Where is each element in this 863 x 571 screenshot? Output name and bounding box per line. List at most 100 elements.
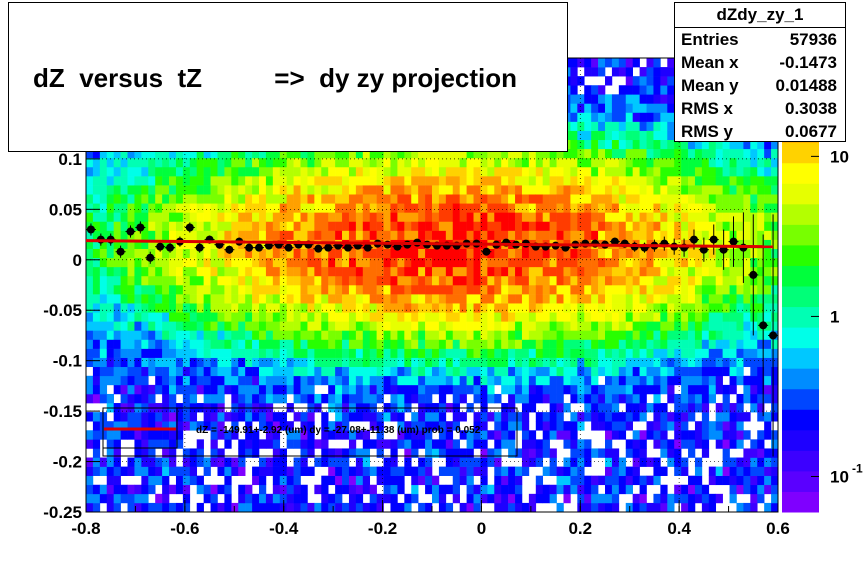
heatmap-cell bbox=[300, 457, 308, 467]
heatmap-cell bbox=[715, 403, 723, 413]
heatmap-cell bbox=[390, 275, 398, 286]
heatmap-cell bbox=[653, 466, 661, 476]
colorbar-step bbox=[782, 327, 819, 349]
heatmap-cell bbox=[729, 366, 737, 377]
heatmap-cell bbox=[293, 248, 301, 259]
heatmap-cell bbox=[404, 375, 412, 386]
heatmap-cell bbox=[563, 275, 571, 286]
heatmap-cell bbox=[549, 384, 557, 395]
heatmap-cell bbox=[162, 239, 170, 249]
heatmap-cell bbox=[667, 139, 675, 150]
heatmap-cell bbox=[605, 484, 613, 495]
heatmap-cell bbox=[86, 457, 94, 467]
heatmap-cell bbox=[120, 221, 128, 231]
heatmap-cell bbox=[328, 239, 336, 249]
heatmap-cell bbox=[217, 466, 225, 476]
heatmap-cell bbox=[521, 403, 530, 413]
heatmap-cell bbox=[501, 466, 509, 476]
heatmap-cell bbox=[605, 303, 613, 313]
heatmap-cell bbox=[605, 357, 613, 368]
heatmap-cell bbox=[134, 457, 142, 467]
heatmap-cell bbox=[563, 257, 571, 268]
heatmap-cell bbox=[369, 502, 377, 513]
heatmap-cell bbox=[521, 439, 530, 449]
heatmap-cell bbox=[141, 421, 149, 431]
heatmap-cell bbox=[397, 303, 405, 313]
heatmap-cell bbox=[245, 212, 253, 222]
heatmap-cell bbox=[355, 321, 364, 331]
heatmap-cell bbox=[639, 275, 647, 286]
heatmap-cell bbox=[217, 194, 225, 204]
heatmap-cell bbox=[189, 393, 198, 404]
heatmap-cell bbox=[508, 321, 516, 331]
heatmap-cell bbox=[466, 221, 474, 231]
heatmap-cell bbox=[508, 303, 516, 313]
heatmap-cell bbox=[515, 275, 523, 286]
heatmap-cell bbox=[265, 257, 274, 268]
heatmap-cell bbox=[611, 321, 620, 331]
heatmap-cell bbox=[750, 139, 758, 150]
heatmap-cell bbox=[182, 185, 191, 195]
heatmap-cell bbox=[501, 430, 509, 440]
heatmap-cell bbox=[452, 221, 460, 231]
heatmap-cell bbox=[425, 230, 433, 240]
heatmap-cell bbox=[743, 285, 751, 295]
heatmap-cell bbox=[660, 176, 668, 186]
heatmap-cell bbox=[217, 285, 225, 295]
heatmap-cell bbox=[701, 176, 710, 186]
heatmap-cell bbox=[646, 121, 654, 131]
heatmap-cell bbox=[362, 502, 371, 513]
heatmap-cell bbox=[625, 475, 633, 486]
heatmap-cell bbox=[535, 375, 544, 386]
heatmap-cell bbox=[708, 312, 717, 322]
heatmap-cell bbox=[618, 303, 627, 313]
heatmap-cell bbox=[729, 493, 737, 504]
heatmap-cell bbox=[92, 384, 101, 395]
heatmap-cell bbox=[611, 275, 620, 286]
heatmap-cell bbox=[452, 457, 460, 467]
heatmap-cell bbox=[203, 303, 211, 313]
heatmap-cell bbox=[397, 294, 405, 304]
heatmap-cell bbox=[189, 312, 198, 322]
heatmap-cell bbox=[134, 330, 142, 340]
heatmap-cell bbox=[771, 266, 779, 277]
heatmap-cell bbox=[625, 76, 633, 86]
heatmap-cell bbox=[653, 357, 661, 368]
heatmap-cell bbox=[632, 366, 640, 377]
heatmap-cell bbox=[418, 366, 426, 377]
heatmap-cell bbox=[771, 502, 779, 513]
heatmap-cell bbox=[321, 366, 329, 377]
heatmap-cell bbox=[598, 148, 606, 159]
heatmap-cell bbox=[189, 412, 198, 422]
heatmap-cell bbox=[348, 393, 357, 404]
heatmap-cell bbox=[563, 203, 571, 213]
heatmap-cell bbox=[605, 275, 613, 286]
heatmap-cell bbox=[259, 294, 267, 304]
heatmap-cell bbox=[99, 212, 108, 222]
heatmap-cell bbox=[715, 384, 723, 395]
heatmap-cell bbox=[141, 157, 149, 168]
heatmap-cell bbox=[217, 257, 225, 268]
heatmap-cell bbox=[736, 430, 744, 440]
heatmap-cell bbox=[134, 466, 142, 476]
heatmap-cell bbox=[639, 384, 647, 395]
heatmap-cell bbox=[210, 348, 218, 358]
heatmap-cell bbox=[542, 294, 550, 304]
heatmap-cell bbox=[404, 384, 412, 395]
heatmap-cell bbox=[757, 139, 765, 150]
heatmap-cell bbox=[598, 303, 606, 313]
heatmap-cell bbox=[148, 203, 156, 213]
heatmap-cell bbox=[362, 266, 371, 277]
heatmap-cell bbox=[542, 348, 550, 358]
heatmap-cell bbox=[632, 493, 640, 504]
heatmap-cell bbox=[134, 176, 142, 186]
heatmap-cell bbox=[279, 185, 287, 195]
colorbar-step bbox=[782, 388, 819, 410]
heatmap-cell bbox=[245, 285, 253, 295]
heatmap-cell bbox=[591, 58, 599, 68]
heatmap-cell bbox=[660, 348, 668, 358]
heatmap-cell bbox=[466, 275, 474, 286]
heatmap-cell bbox=[148, 448, 156, 458]
heatmap-cell bbox=[646, 203, 654, 213]
heatmap-cell bbox=[231, 185, 239, 195]
